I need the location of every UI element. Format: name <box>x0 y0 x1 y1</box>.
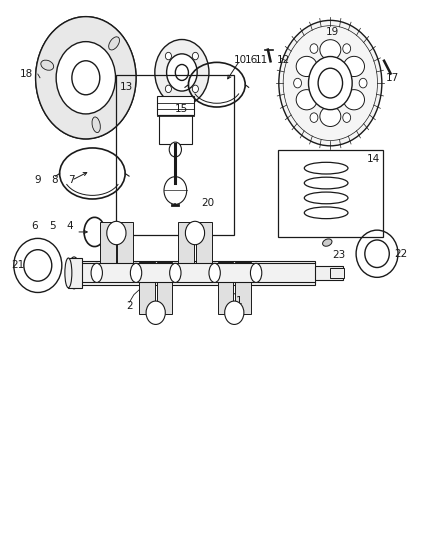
Circle shape <box>343 113 351 123</box>
Text: 19: 19 <box>326 27 339 37</box>
Circle shape <box>166 52 171 60</box>
Text: 23: 23 <box>332 250 346 260</box>
Text: 1: 1 <box>235 296 242 306</box>
Circle shape <box>308 56 352 110</box>
Circle shape <box>359 78 367 88</box>
Circle shape <box>293 78 301 88</box>
Text: 16: 16 <box>245 55 258 65</box>
Bar <box>218 262 233 314</box>
Text: 18: 18 <box>20 69 34 79</box>
Circle shape <box>175 64 188 80</box>
Text: 5: 5 <box>49 221 56 231</box>
Ellipse shape <box>296 56 317 77</box>
Circle shape <box>107 221 126 245</box>
Circle shape <box>146 301 165 325</box>
Text: 13: 13 <box>120 82 133 92</box>
Ellipse shape <box>65 258 72 288</box>
Circle shape <box>225 301 244 325</box>
Bar <box>330 268 344 278</box>
Text: 10: 10 <box>233 55 247 65</box>
Ellipse shape <box>251 263 262 282</box>
Bar <box>315 266 343 280</box>
Bar <box>178 222 194 274</box>
Text: 9: 9 <box>35 175 41 185</box>
Circle shape <box>35 17 136 139</box>
Bar <box>196 222 212 274</box>
Ellipse shape <box>296 90 317 110</box>
Text: 17: 17 <box>386 74 399 83</box>
Ellipse shape <box>68 257 80 289</box>
Bar <box>68 261 315 285</box>
Circle shape <box>318 68 343 98</box>
Ellipse shape <box>91 263 102 282</box>
Circle shape <box>310 113 318 123</box>
Circle shape <box>192 85 198 93</box>
Ellipse shape <box>170 263 181 282</box>
Ellipse shape <box>320 39 341 60</box>
Ellipse shape <box>92 117 100 133</box>
Text: 11: 11 <box>255 55 268 65</box>
Circle shape <box>166 54 197 91</box>
Circle shape <box>169 142 181 157</box>
Circle shape <box>155 39 209 106</box>
Bar <box>100 222 116 274</box>
Ellipse shape <box>41 60 53 70</box>
Ellipse shape <box>343 56 364 77</box>
Circle shape <box>166 85 171 93</box>
Text: 21: 21 <box>11 261 25 270</box>
Text: 14: 14 <box>367 154 380 164</box>
Text: 6: 6 <box>32 221 38 231</box>
Bar <box>156 262 172 314</box>
Bar <box>159 115 192 144</box>
Bar <box>157 96 194 115</box>
Circle shape <box>310 44 318 53</box>
Bar <box>278 150 383 237</box>
Bar <box>68 263 315 282</box>
Bar <box>235 262 251 314</box>
Bar <box>139 262 155 314</box>
Circle shape <box>279 20 382 146</box>
Ellipse shape <box>320 106 341 126</box>
Circle shape <box>343 44 351 53</box>
Circle shape <box>56 42 116 114</box>
Ellipse shape <box>343 90 364 110</box>
Bar <box>68 258 82 288</box>
Circle shape <box>164 176 187 204</box>
Text: 22: 22 <box>394 249 407 259</box>
Circle shape <box>192 52 198 60</box>
Bar <box>117 75 234 235</box>
Text: 7: 7 <box>68 175 75 185</box>
Text: 15: 15 <box>175 103 188 114</box>
Circle shape <box>185 221 205 245</box>
Circle shape <box>283 26 378 141</box>
Text: 2: 2 <box>126 301 133 311</box>
Bar <box>117 222 133 274</box>
Text: 12: 12 <box>277 55 290 65</box>
Circle shape <box>72 61 100 95</box>
Ellipse shape <box>209 263 220 282</box>
Ellipse shape <box>131 263 142 282</box>
Text: 8: 8 <box>51 175 58 185</box>
Text: 20: 20 <box>201 198 215 208</box>
Text: 4: 4 <box>67 221 73 231</box>
Ellipse shape <box>322 239 332 246</box>
Ellipse shape <box>109 37 120 50</box>
